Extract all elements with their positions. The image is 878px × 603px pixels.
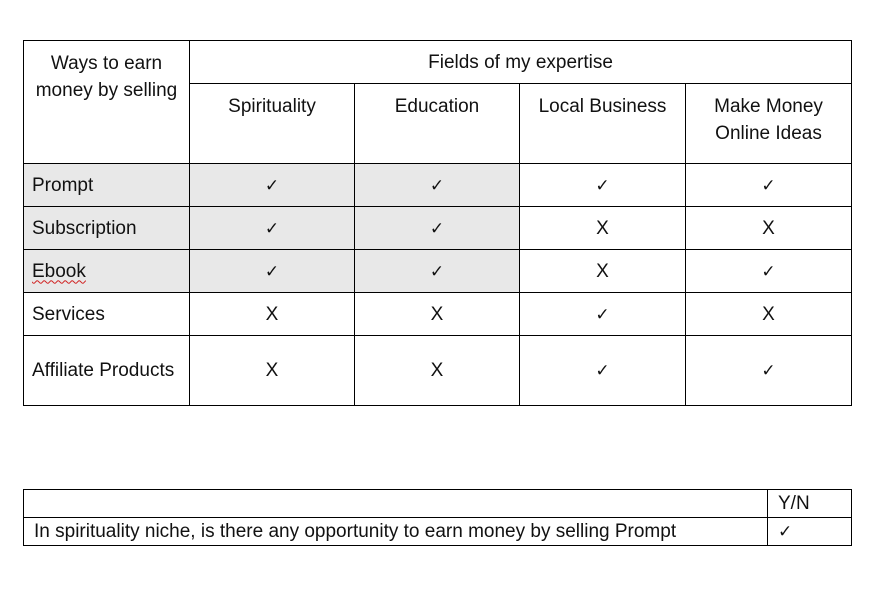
table-row-prompt: Prompt ✓ ✓ ✓ ✓ — [23, 163, 853, 207]
column-header-local-business[interactable]: Local Business — [519, 83, 686, 164]
question-header-blank-cell[interactable] — [23, 489, 768, 518]
checkmark-icon: ✓ — [778, 521, 793, 541]
column-header-education[interactable]: Education — [354, 83, 520, 164]
cell-services-make-money-online[interactable]: X — [684, 292, 853, 336]
header-row-group: Ways to earn money by selling Fields of … — [23, 40, 853, 164]
group-header-cell[interactable]: Fields of my expertise — [188, 40, 853, 84]
checkmark-icon: ✓ — [264, 175, 280, 195]
row-label-prompt[interactable]: Prompt — [23, 163, 190, 207]
cell-subscription-make-money-online[interactable]: X — [684, 206, 853, 250]
cross-mark-icon: X — [596, 217, 609, 239]
column-header-spirituality[interactable]: Spirituality — [189, 83, 355, 164]
cross-mark-icon: X — [596, 260, 609, 282]
table-row-services: Services X X ✓ X — [23, 292, 853, 336]
expertise-matrix-table: Ways to earn money by selling Fields of … — [23, 40, 853, 406]
row-label-affiliate-products[interactable]: Affiliate Products — [23, 335, 190, 406]
checkmark-icon: ✓ — [595, 175, 610, 195]
spellcheck-underlined-text: Ebook — [32, 260, 86, 282]
answer-cell[interactable]: ✓ — [767, 517, 852, 546]
column-header-make-money-online[interactable]: Make Money Online Ideas — [684, 83, 853, 164]
question-header-row: Y/N — [23, 489, 852, 518]
answer-header-cell[interactable]: Y/N — [767, 489, 852, 518]
cell-ebook-spirituality[interactable]: ✓ — [189, 249, 355, 293]
table-row-affiliate-products: Affiliate Products X X ✓ ✓ — [23, 335, 853, 406]
cell-affiliate-spirituality[interactable]: X — [189, 335, 355, 406]
cross-mark-icon: X — [430, 303, 444, 325]
table-row-subscription: Subscription ✓ ✓ X X — [23, 206, 853, 250]
checkmark-icon: ✓ — [761, 261, 776, 281]
checkmark-icon: ✓ — [429, 218, 445, 238]
checkmark-icon: ✓ — [761, 175, 776, 195]
cross-mark-icon: X — [265, 360, 279, 381]
cell-prompt-make-money-online[interactable]: ✓ — [684, 163, 853, 207]
question-text-cell[interactable]: In spirituality niche, is there any oppo… — [23, 517, 768, 546]
checkmark-icon: ✓ — [429, 175, 445, 195]
checkmark-icon: ✓ — [429, 261, 445, 281]
checkmark-icon: ✓ — [264, 261, 280, 281]
header-row-columns: Spirituality Education Local Business Ma… — [24, 83, 853, 164]
checkmark-icon: ✓ — [595, 361, 610, 380]
corner-header-cell[interactable]: Ways to earn money by selling — [23, 40, 190, 164]
cross-mark-icon: X — [265, 303, 279, 325]
cell-affiliate-education[interactable]: X — [354, 335, 520, 406]
cross-mark-icon: X — [762, 217, 775, 239]
cell-prompt-local-business[interactable]: ✓ — [519, 163, 686, 207]
cell-services-education[interactable]: X — [354, 292, 520, 336]
cell-services-spirituality[interactable]: X — [189, 292, 355, 336]
checkmark-icon: ✓ — [264, 218, 280, 238]
cell-prompt-education[interactable]: ✓ — [354, 163, 520, 207]
row-label-ebook[interactable]: Ebook — [23, 249, 190, 293]
cell-subscription-spirituality[interactable]: ✓ — [189, 206, 355, 250]
cell-subscription-local-business[interactable]: X — [519, 206, 686, 250]
checkmark-icon: ✓ — [595, 304, 610, 324]
cell-ebook-make-money-online[interactable]: ✓ — [684, 249, 853, 293]
cell-ebook-education[interactable]: ✓ — [354, 249, 520, 293]
cross-mark-icon: X — [430, 360, 444, 381]
cell-affiliate-local-business[interactable]: ✓ — [519, 335, 686, 406]
cross-mark-icon: X — [762, 303, 775, 325]
cell-affiliate-make-money-online[interactable]: ✓ — [684, 335, 853, 406]
row-label-subscription[interactable]: Subscription — [23, 206, 190, 250]
question-row: In spirituality niche, is there any oppo… — [23, 517, 852, 546]
cell-ebook-local-business[interactable]: X — [519, 249, 686, 293]
row-label-services[interactable]: Services — [23, 292, 190, 336]
cell-subscription-education[interactable]: ✓ — [354, 206, 520, 250]
checkmark-icon: ✓ — [761, 361, 776, 380]
cell-services-local-business[interactable]: ✓ — [519, 292, 686, 336]
table-row-ebook: Ebook ✓ ✓ X ✓ — [23, 249, 853, 293]
question-table: Y/N In spirituality niche, is there any … — [23, 489, 852, 546]
cell-prompt-spirituality[interactable]: ✓ — [189, 163, 355, 207]
